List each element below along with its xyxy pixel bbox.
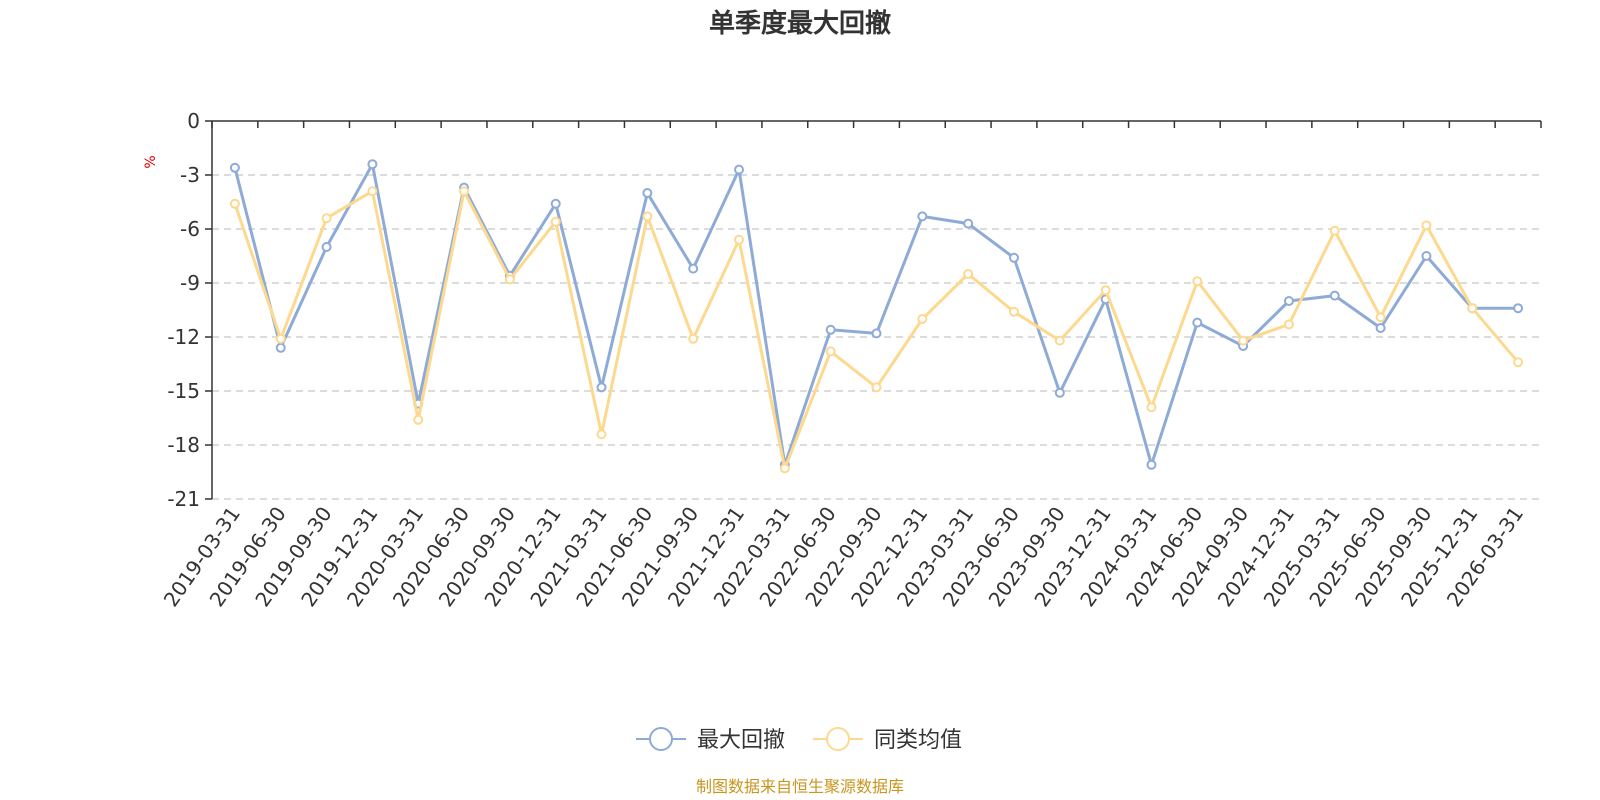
data-point [1192,276,1203,287]
data-point [321,213,332,224]
data-point [688,263,699,274]
series-max-drawdown [229,159,1524,470]
data-point [1283,319,1294,330]
data-point [1100,285,1111,296]
legend[interactable]: 最大回撤 同类均值 [636,727,962,753]
data-point [1513,303,1524,314]
data-point [963,218,974,229]
data-point [550,198,561,209]
data-point [642,211,653,222]
data-point [275,333,286,344]
series-line [233,162,1519,467]
data-point [229,162,240,173]
y-tick-label: 0 [187,109,200,133]
data-point [1513,357,1524,368]
y-tick-label: -21 [167,487,200,511]
data-point [1375,312,1386,323]
data-point [1054,387,1065,398]
data-point [1008,306,1019,317]
data-point [688,333,699,344]
data-point [413,414,424,425]
data-point [1421,251,1432,261]
data-point [1329,290,1340,301]
data-point [734,164,745,175]
data-point [229,198,240,209]
data-point [1329,225,1340,236]
y-tick-label: -18 [167,433,200,457]
data-point [871,382,882,393]
data-point [1421,220,1432,231]
data-point [367,159,378,170]
data-point [459,186,470,197]
data-point [596,429,607,440]
y-tick-labels: 0 -3 -6 -9 -12 -15 -18 -21 [167,109,200,511]
y-tick-label: -6 [180,217,200,241]
source-note: 制图数据来自恒生聚源数据库 [696,777,904,796]
data-point [871,328,882,339]
axes [205,120,1542,500]
data-point [321,242,332,252]
data-point [642,188,653,198]
y-axis-label: % [143,155,159,168]
data-point [917,211,928,222]
y-tick-label: -9 [180,271,200,295]
data-point [1283,296,1294,306]
data-point [825,346,836,357]
data-point [1146,459,1157,470]
data-point [963,269,974,279]
series-peer-average [229,186,1524,474]
y-tick-label: -12 [167,325,200,349]
data-point [917,314,928,324]
y-tick-label: -3 [180,163,200,187]
data-point [550,216,561,227]
data-point [275,342,286,353]
data-point [504,274,515,285]
data-point [1146,402,1157,413]
data-point [1467,303,1478,314]
data-point [779,463,790,474]
data-point [596,382,607,393]
data-point [825,324,836,335]
legend-label: 同类均值 [874,728,962,753]
legend-item-peer-average[interactable]: 同类均值 [813,727,962,753]
data-point [1375,323,1386,333]
x-tick-labels: 2019-03-312019-06-302019-09-302019-12-31… [159,502,1529,611]
chart-title: 单季度最大回撤 [709,8,891,39]
data-point [1192,317,1203,328]
data-point [367,186,378,197]
series-lines [229,159,1524,474]
data-point [1054,335,1065,346]
legend-label: 最大回撤 [697,728,785,753]
legend-item-max-drawdown[interactable]: 最大回撤 [636,727,785,753]
y-tick-label: -15 [167,379,200,403]
data-point [1238,335,1249,346]
legend-marker-icon [826,727,850,751]
data-point [734,234,745,245]
legend-marker-icon [649,727,673,751]
data-point [1008,252,1019,263]
